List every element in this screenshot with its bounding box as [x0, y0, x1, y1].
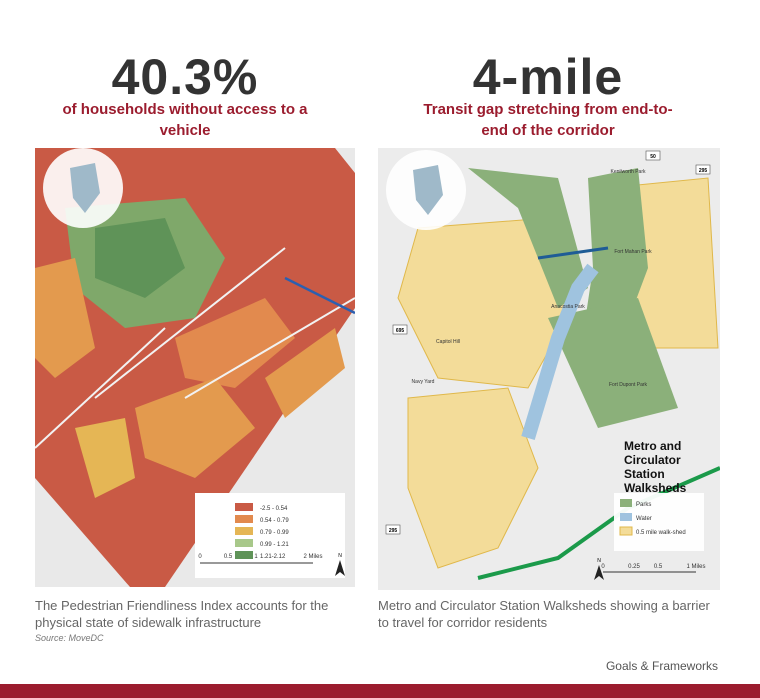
- place-label: Fort Dupont Park: [609, 382, 648, 388]
- place-label: Fort Mahan Park: [614, 249, 652, 255]
- map-description: The Pedestrian Friendliness Index accoun…: [35, 598, 329, 630]
- route-shield: [645, 150, 661, 161]
- legend-swatch: [235, 551, 253, 559]
- place-label: Anacostia Park: [551, 304, 585, 310]
- legend-swatch: [235, 515, 253, 523]
- legend-swatch: [619, 526, 633, 536]
- scale-label: 1: [254, 554, 258, 560]
- stat-caption: Transit gap stretching from end-to-end o…: [423, 101, 673, 139]
- scale-label: 2 Miles: [303, 554, 322, 560]
- legend-swatch: [620, 499, 632, 507]
- north-label: N: [338, 553, 342, 559]
- map-description: Metro and Circulator Station Walksheds s…: [378, 598, 710, 630]
- route-number: 695: [396, 328, 405, 334]
- legend-swatch: [235, 539, 253, 547]
- map-title: Metro and Circulator Station Walksheds: [624, 439, 687, 495]
- stat: 40.3%: [111, 49, 259, 105]
- legend-label: -2.5 - 0.54: [260, 506, 288, 512]
- section-label: Goals & Frameworks: [605, 659, 718, 673]
- north-label: N: [597, 558, 601, 564]
- place-label: Navy Yard: [412, 379, 435, 385]
- legend-label: 0.99 - 1.21: [260, 542, 289, 548]
- route-shield: [392, 324, 408, 335]
- legend-label: Parks: [636, 502, 651, 508]
- route-number: 295: [699, 168, 708, 174]
- scale-label: 1 Miles: [686, 564, 705, 570]
- place-label: Capitol Hill: [436, 339, 460, 345]
- route-shield: [385, 524, 401, 535]
- source: Source: MoveDC: [35, 633, 104, 643]
- scale-label: 0: [601, 564, 605, 570]
- scale-label: 0.25: [628, 564, 640, 570]
- scale-label: 0: [198, 554, 202, 560]
- walkshed-map: Fort Dupont Park Anacostia Park Kenilworth…: [378, 148, 720, 590]
- legend-label: 1.21-2.12: [260, 554, 286, 560]
- footer-bar: [0, 684, 760, 698]
- scale-label: 0.5: [654, 564, 663, 570]
- legend-label: Water: [636, 516, 652, 522]
- legend-swatch: [235, 527, 253, 535]
- pedestrian-map: -2.5 - 0.54 0.54 - 0.79 0.79 - 0.99 0.99 - …: [35, 148, 355, 587]
- scale-label: 0.5: [224, 554, 233, 560]
- stat: 4-mile: [472, 49, 624, 105]
- legend-swatch: [235, 503, 253, 511]
- route-number: 50: [650, 154, 656, 160]
- legend-swatch: [620, 513, 632, 521]
- stat-caption: of households without access to a vehicl…: [62, 101, 308, 139]
- place-label: Kenilworth Park: [610, 169, 646, 175]
- route-number: 295: [389, 528, 398, 534]
- route-shield: [695, 164, 711, 175]
- legend-label: 0.54 - 0.79: [260, 518, 289, 524]
- legend-label: 0.5 mile walk-shed: [636, 530, 686, 536]
- legend-label: 0.79 - 0.99: [260, 530, 289, 536]
